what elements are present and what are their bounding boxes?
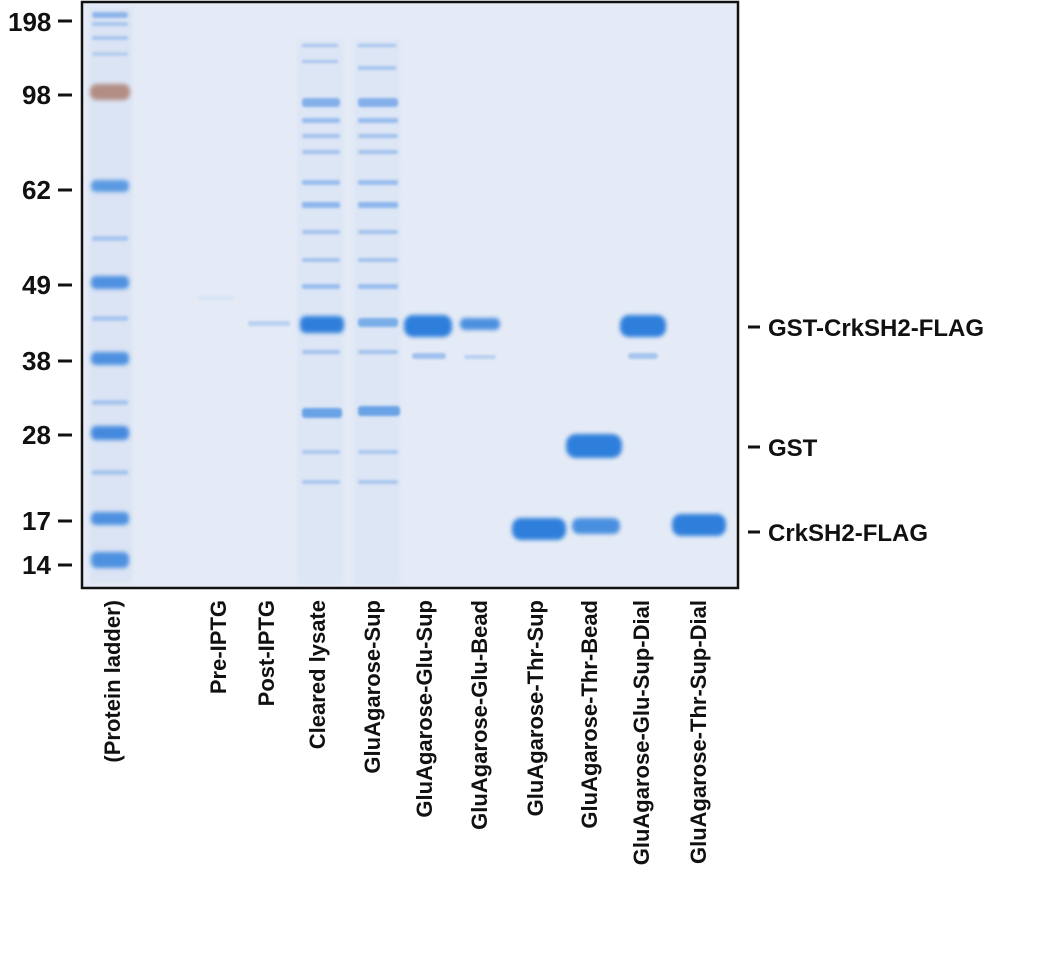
band-cleared-lysate-31 — [302, 408, 342, 418]
ladder-band-17 — [91, 512, 129, 525]
svg-text:198: 198 — [8, 7, 51, 37]
svg-text:49: 49 — [22, 270, 51, 300]
ladder-band — [92, 236, 128, 241]
mw-marker-28: 28 — [22, 420, 72, 450]
lane-label-gluagarose-thr-sup-dial: GluAgarose-Thr-Sup-Dial — [686, 600, 711, 864]
ladder-band — [92, 22, 128, 26]
band-pre-iptg — [198, 296, 234, 300]
svg-text:98: 98 — [22, 80, 51, 110]
gel-background — [82, 2, 738, 588]
band-glu-bead-38 — [464, 355, 496, 359]
band-cleared-lysate-gst-crksh2 — [300, 316, 344, 333]
svg-text:38: 38 — [22, 346, 51, 376]
band-glu-bead-gst-crksh2 — [460, 318, 500, 330]
mw-marker-17: 17 — [22, 506, 72, 536]
lane-label-cleared-lysate: Cleared lysate — [305, 600, 330, 749]
lane-label-gluagarose-glu-bead: GluAgarose-Glu-Bead — [467, 600, 492, 830]
band-glu-sup-dial-38 — [628, 353, 658, 359]
annotation-gst: GST — [748, 435, 818, 462]
ladder-band-28 — [91, 426, 129, 440]
lane-label-pre-iptg: Pre-IPTG — [206, 600, 231, 694]
band-gluagarose-sup-43 — [358, 318, 398, 327]
ladder-band-62 — [91, 180, 129, 192]
ladder-band — [92, 36, 128, 40]
annotation-gst-crksh2-flag: GST-CrkSH2-FLAG — [748, 315, 984, 342]
lane-label-gluagarose-thr-bead: GluAgarose-Thr-Bead — [577, 600, 602, 829]
band-glu-sup-dial-gst-crksh2 — [620, 315, 666, 337]
band-gluagarose-sup-31 — [358, 406, 400, 416]
annotation-crksh2-flag: CrkSH2-FLAG — [748, 520, 928, 547]
band-glu-sup-38 — [412, 353, 446, 359]
mw-marker-14: 14 — [22, 550, 72, 580]
ladder-band-98 — [90, 84, 130, 100]
ladder-band — [92, 400, 128, 405]
ladder-lane — [90, 12, 130, 568]
svg-text:GST-CrkSH2-FLAG: GST-CrkSH2-FLAG — [768, 315, 984, 342]
ladder-band-14 — [91, 552, 129, 568]
band-glu-sup-gst-crksh2 — [404, 315, 452, 337]
mw-marker-38: 38 — [22, 346, 72, 376]
ladder-band-38 — [91, 352, 129, 365]
mw-marker-198: 198 — [8, 7, 72, 37]
ladder-band — [92, 52, 128, 56]
band-thr-sup-crksh2 — [512, 518, 566, 540]
svg-text:14: 14 — [22, 550, 51, 580]
band-thr-bead-crksh2 — [572, 518, 620, 534]
mw-marker-49: 49 — [22, 270, 72, 300]
svg-text:GST: GST — [768, 435, 818, 462]
svg-text:17: 17 — [22, 506, 51, 536]
band-post-iptg — [248, 321, 290, 326]
ladder-band — [92, 316, 128, 321]
mw-marker-62: 62 — [22, 175, 72, 205]
lane-label-gluagarose-glu-sup: GluAgarose-Glu-Sup — [412, 600, 437, 818]
svg-text:CrkSH2-FLAG: CrkSH2-FLAG — [768, 520, 928, 547]
ladder-band-49 — [91, 276, 129, 289]
mw-marker-98: 98 — [22, 80, 72, 110]
band-thr-sup-dial-crksh2 — [672, 514, 726, 536]
lane-label-gluagarose-glu-sup-dial: GluAgarose-Glu-Sup-Dial — [629, 600, 654, 865]
ladder-band — [92, 12, 128, 18]
ladder-band — [92, 470, 128, 475]
lane-label-gluagarose-thr-sup: GluAgarose-Thr-Sup — [523, 600, 548, 816]
gel-border — [80, 0, 740, 590]
lane-smears — [90, 8, 400, 585]
svg-text:28: 28 — [22, 420, 51, 450]
svg-text:62: 62 — [22, 175, 51, 205]
lane-label-post-iptg: Post-IPTG — [254, 600, 279, 706]
lane-cleared-lysate-bands — [300, 44, 344, 484]
lane-label-gluagarose-sup: GluAgarose-Sup — [360, 600, 385, 774]
band-thr-bead-gst — [566, 434, 622, 458]
lane-label-protein-ladder: (Protein ladder) — [100, 600, 125, 763]
lane-labels: (Protein ladder) Pre-IPTG Post-IPTG Clea… — [100, 600, 711, 865]
lane-gluagarose-sup-bands — [358, 44, 400, 484]
